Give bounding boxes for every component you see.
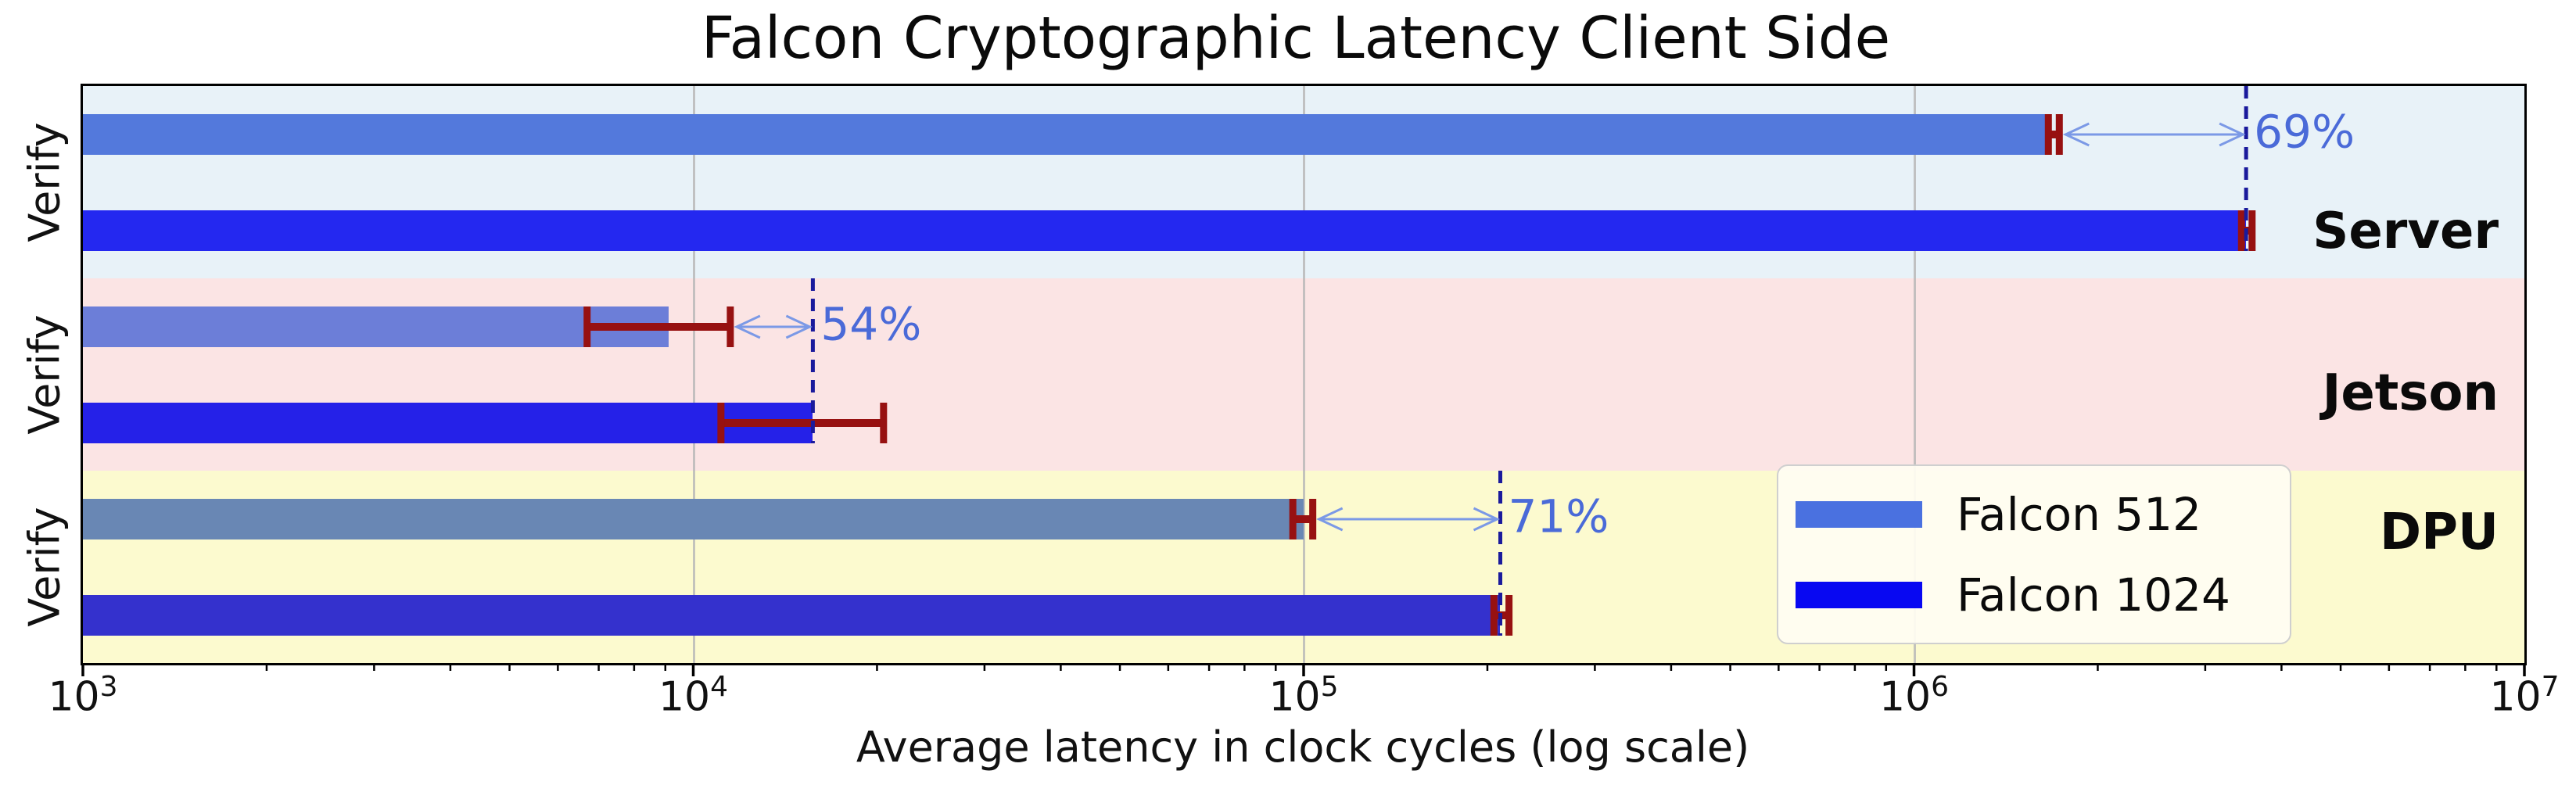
x-tick-label-10e3: 103 xyxy=(48,671,118,721)
chart-title: Falcon Cryptographic Latency Client Side xyxy=(701,5,1891,72)
band-label-dpu: DPU xyxy=(2380,504,2499,561)
legend-swatch-falcon-1024 xyxy=(1796,581,1922,608)
legend: Falcon 512 Falcon 1024 xyxy=(1777,464,2291,644)
annotation-pct-jetson: 54% xyxy=(820,297,922,351)
legend-swatch-falcon-512 xyxy=(1796,500,1922,528)
bar-jetson-falcon-1024 xyxy=(83,403,813,443)
annotation-pct-dpu: 71% xyxy=(1508,489,1609,543)
band-label-server: Server xyxy=(2312,203,2499,260)
x-axis-label: Average latency in clock cycles (log sca… xyxy=(856,722,1750,772)
x-tick-label-10e6: 106 xyxy=(1878,671,1950,721)
legend-item-falcon-1024: Falcon 1024 xyxy=(1796,568,2290,622)
bar-server-falcon-1024 xyxy=(83,210,2247,251)
gridline-10e5 xyxy=(1303,86,1305,663)
bar-dpu-falcon-1024 xyxy=(83,595,1501,636)
band-label-jetson: Jetson xyxy=(2322,364,2499,422)
bar-server-falcon-512 xyxy=(83,114,2052,155)
y-tick-label-jetson: Verify xyxy=(20,314,70,435)
x-tick-label-10e4: 104 xyxy=(658,671,729,721)
x-tick-label-10e5: 105 xyxy=(1268,671,1339,721)
y-tick-label-server: Verify xyxy=(20,122,70,242)
gridline-10e6 xyxy=(1913,86,1916,663)
bar-jetson-falcon-512 xyxy=(83,306,669,347)
legend-label-falcon-512: Falcon 512 xyxy=(1957,487,2201,541)
gridline-10e4 xyxy=(692,86,695,663)
y-tick-label-dpu: Verify xyxy=(20,507,70,627)
bar-dpu-falcon-512 xyxy=(83,499,1304,539)
legend-item-falcon-512: Falcon 512 xyxy=(1796,488,2290,541)
legend-label-falcon-1024: Falcon 1024 xyxy=(1957,568,2230,622)
x-tick-label-10e7: 107 xyxy=(2489,671,2560,721)
annotation-pct-server: 69% xyxy=(2254,105,2355,159)
